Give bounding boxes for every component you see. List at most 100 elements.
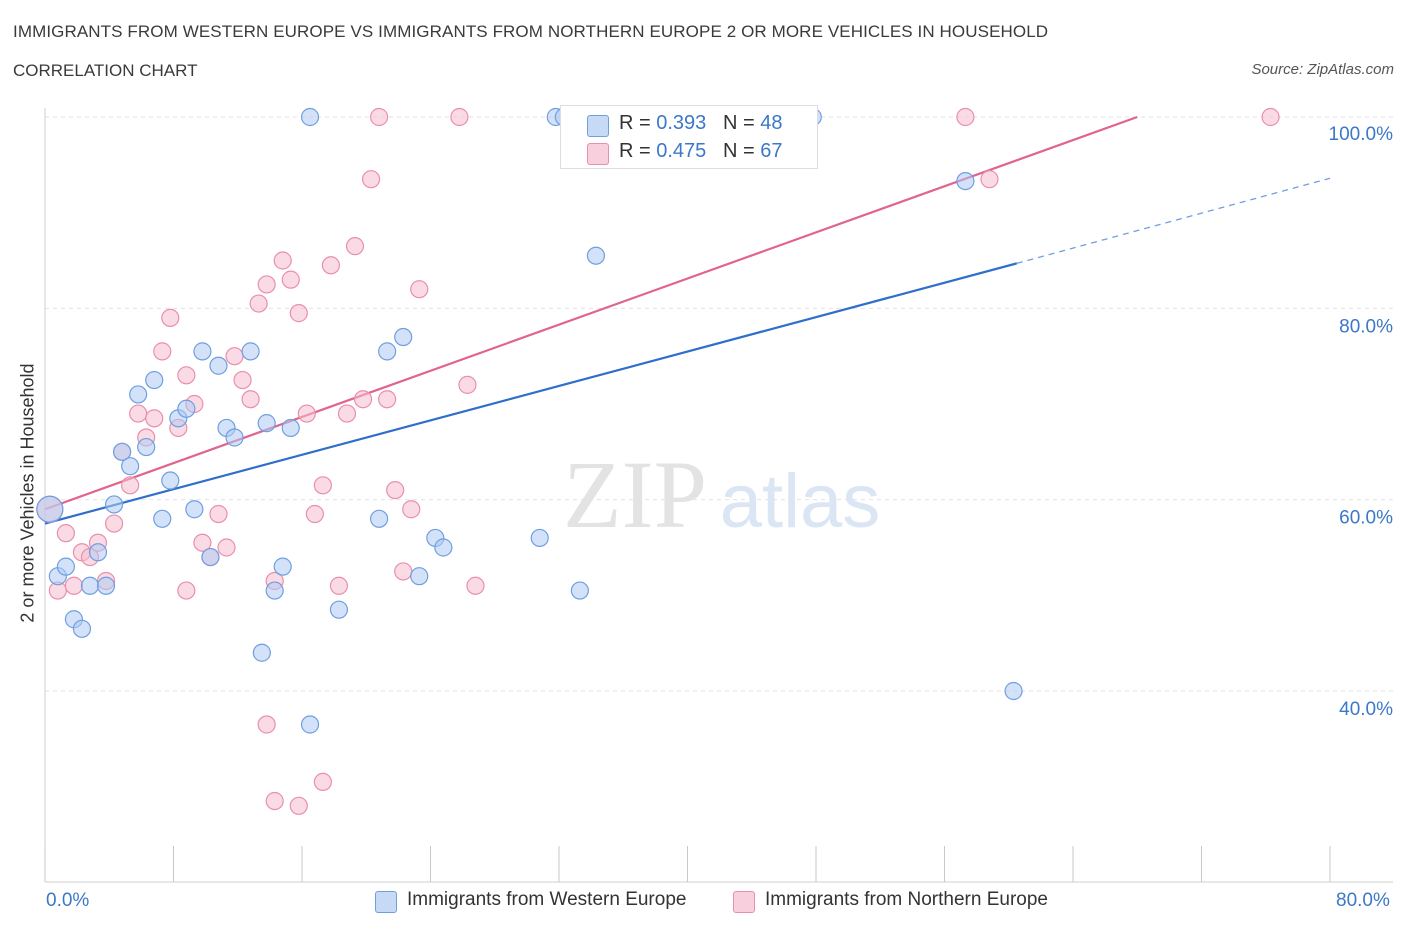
point-western [225,428,244,447]
legend-r-northern: 0.475 [656,140,707,162]
point-northern [153,342,172,361]
chart-title: IMMIGRANTS FROM WESTERN EUROPE VS IMMIGR… [13,22,1049,41]
point-northern [394,562,413,581]
point-western [241,342,260,361]
series-legend-label-western: Immigrants from Western Europe [407,889,687,910]
trend-line-western [44,262,1018,525]
legend-r-western: 0.393 [656,112,707,134]
point-northern [289,304,308,323]
point-western [88,543,108,562]
point-northern [257,275,276,294]
legend-r-label: R = [619,140,651,162]
legend-n-label: N = [722,112,755,134]
point-northern [289,796,308,815]
series-legend-swatch-western [375,891,397,913]
point-western [121,457,140,476]
point-northern [297,404,316,423]
point-western [1004,681,1023,701]
point-western [329,600,349,619]
legend-r-label: R = [619,112,651,134]
point-western [185,500,204,519]
point-northern [281,270,300,289]
point-western [209,356,228,375]
point-northern [305,504,324,524]
watermark-zip: ZIP [563,441,707,548]
chart-subtitle: CORRELATION CHART [13,61,198,80]
point-western [193,342,212,361]
point-western [153,509,172,528]
point-northern [249,294,268,313]
point-northern [466,576,485,595]
point-northern [233,370,252,390]
legend-n-label: N = [722,140,755,162]
point-western [161,471,180,490]
y-tick-label: 80.0% [1339,316,1393,337]
trend-line-western-extension [1016,177,1331,264]
point-northern [410,280,429,299]
point-western [96,576,116,595]
point-northern [209,504,228,524]
trend-line-northern [44,115,1138,511]
point-western [129,385,148,404]
legend-swatch-northern [587,143,609,165]
x-tick-label-max: 80.0% [1336,890,1390,911]
trend-lines [44,115,1331,525]
point-western [300,107,320,127]
point-northern [121,476,140,495]
series-legend-label-northern: Immigrants from Northern Europe [765,889,1048,910]
legend-swatch-western [587,115,609,137]
point-western [265,581,284,600]
y-tick-label: 40.0% [1339,699,1393,720]
point-northern [345,237,365,256]
point-western [530,528,549,548]
point-western [378,342,397,361]
point-northern [313,772,332,791]
point-western [145,370,164,390]
point-western [273,557,292,576]
point-northern [386,481,405,500]
point-western [281,418,300,438]
data-points [36,107,1280,815]
y-tick-label: 60.0% [1339,508,1393,529]
series-legend-swatch-northern [733,891,755,913]
point-western [394,327,413,347]
source-note: Source: ZipAtlas.com [1251,61,1394,78]
point-northern [129,404,148,423]
point-northern [241,390,260,409]
point-western [177,399,196,418]
point-northern [64,576,84,595]
stats-legend: R = 0.393 N = 48 R = 0.475 N = 67 [560,105,818,169]
point-northern [217,538,236,557]
y-tick-labels: 100.0% 80.0% 60.0% 40.0% [1329,124,1394,720]
point-western [434,538,453,557]
point-northern [56,524,75,543]
point-northern [321,256,341,275]
point-northern [177,366,196,385]
point-northern [956,107,975,127]
watermark-atlas: atlas [720,459,881,544]
point-western [956,171,975,191]
point-northern [353,390,373,409]
point-western [112,442,132,461]
point-western [72,619,92,638]
point-western [586,246,606,265]
point-northern [313,476,332,495]
x-tick-label-min: 0.0% [46,890,90,911]
legend-n-northern: 67 [760,140,783,162]
point-northern [1261,107,1280,127]
point-northern [329,576,349,595]
point-northern [402,500,421,519]
point-western [137,437,156,457]
point-western [36,495,64,523]
point-northern [458,375,477,394]
point-northern [980,170,999,189]
point-northern [145,409,164,428]
legend-n-western: 48 [760,112,783,134]
point-western [410,567,429,586]
point-northern [337,404,357,423]
point-western [300,715,320,734]
axes [44,108,1393,883]
point-western [257,414,276,433]
point-northern [104,514,124,533]
point-western [201,547,220,567]
